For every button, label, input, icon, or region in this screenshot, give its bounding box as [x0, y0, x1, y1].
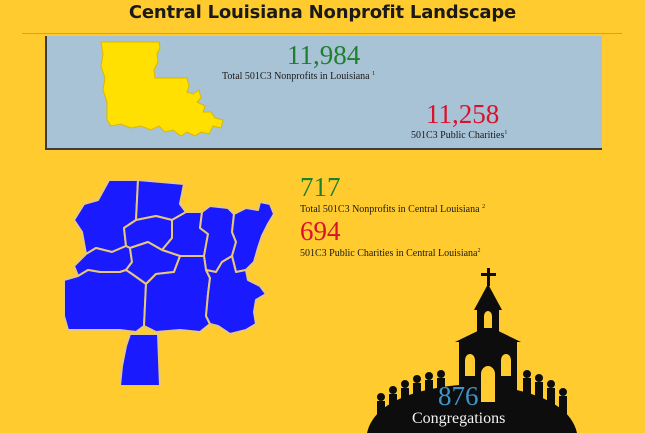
- congregations-count: 876: [438, 381, 479, 411]
- louisiana-total-nonprofits-number: 11,984: [287, 40, 361, 70]
- congregations-label: Congregations: [412, 410, 506, 427]
- central-louisiana-total-nonprofits-label: Total 501C3 Nonprofits in Central Louisi…: [300, 204, 486, 215]
- louisiana-total-nonprofits-label: Total 501C3 Nonprofits in Louisiana 1: [222, 71, 376, 82]
- central-louisiana-public-charities-number: 694: [300, 216, 341, 246]
- page-title: Central Louisiana Nonprofit Landscape: [128, 2, 517, 23]
- central-louisiana-public-charities-label: 501C3 Public Charities in Central Louisi…: [300, 248, 481, 259]
- title-divider: [22, 33, 622, 34]
- central-louisiana-parishes-map-icon: [63, 179, 275, 386]
- louisiana-public-charities-number: 11,258: [426, 99, 500, 129]
- central-louisiana-total-nonprofits-number: 717: [300, 172, 341, 202]
- louisiana-state-map-icon: [100, 41, 224, 137]
- church-silhouette-icon: [367, 268, 577, 433]
- louisiana-public-charities-label: 501C3 Public Charities1: [411, 130, 508, 141]
